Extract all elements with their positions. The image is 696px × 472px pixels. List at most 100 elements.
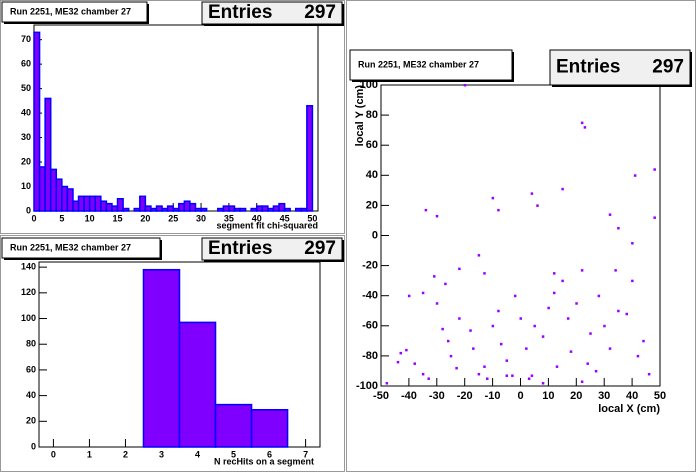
x-tick-label: -50 <box>373 390 389 402</box>
stats-label: Entries <box>208 238 272 259</box>
x-axis-label: local X (cm) <box>598 403 660 415</box>
point <box>561 279 564 283</box>
x-tick-label: 50 <box>654 390 666 402</box>
x-tick-label: 10 <box>85 213 95 223</box>
point <box>449 354 453 358</box>
point <box>580 380 584 383</box>
y-tick-label: -80 <box>362 350 378 362</box>
point <box>525 347 528 350</box>
point <box>396 360 400 364</box>
point <box>586 362 589 365</box>
x-tick-label: 0 <box>51 449 56 459</box>
point <box>435 214 439 218</box>
x-tick-label: 5 <box>231 449 236 459</box>
point <box>530 374 534 377</box>
bar <box>189 202 197 212</box>
bar <box>194 207 202 212</box>
point <box>583 126 587 129</box>
point <box>458 317 461 320</box>
point <box>491 196 495 200</box>
point <box>385 381 389 385</box>
stats-value: 297 <box>304 238 336 259</box>
x-tick-label: 40 <box>252 213 262 223</box>
title-box <box>1 237 161 259</box>
bar <box>142 268 181 448</box>
point <box>580 121 584 125</box>
y-tick-label: 20 <box>366 199 378 211</box>
point <box>505 374 509 377</box>
y-tick-label: 120 <box>21 287 36 297</box>
point <box>566 317 570 320</box>
bar <box>222 205 230 212</box>
bar <box>55 178 63 212</box>
stats-value: 297 <box>304 2 336 23</box>
title: Run 2251, ME32 chamber 27 <box>10 242 131 252</box>
title: Run 2251, ME32 chamber 27 <box>10 6 131 16</box>
point <box>631 242 634 245</box>
x-tick-label: 0 <box>31 213 36 223</box>
bar <box>83 195 91 212</box>
y-tick-label: 140 <box>21 262 36 272</box>
point <box>499 342 503 346</box>
point <box>561 187 564 191</box>
y-tick-label: 0 <box>31 441 36 451</box>
x-tick-label: 25 <box>168 213 178 223</box>
bar <box>228 205 236 212</box>
x-tick-label: 5 <box>59 213 64 223</box>
point <box>421 291 425 295</box>
bar <box>278 202 286 212</box>
y-tick-label: -40 <box>362 290 378 302</box>
bar <box>239 207 247 212</box>
point <box>614 269 617 272</box>
stats-box <box>201 237 343 261</box>
point <box>491 324 495 328</box>
bar <box>66 188 74 212</box>
point <box>486 377 489 380</box>
bar <box>94 195 102 212</box>
point <box>441 327 444 331</box>
point <box>405 348 408 352</box>
bar <box>139 195 147 212</box>
title-box <box>349 49 513 81</box>
bar <box>178 202 186 212</box>
x-tick-label: 45 <box>280 213 290 223</box>
x-tick-label: -20 <box>457 390 473 402</box>
bar <box>183 200 191 212</box>
point <box>444 282 447 286</box>
y-tick-label: 40 <box>26 390 36 400</box>
bar <box>294 207 303 212</box>
point <box>435 302 439 305</box>
bar <box>300 207 308 212</box>
point <box>552 272 556 275</box>
x-tick-label: 6 <box>267 449 272 459</box>
point <box>642 339 645 343</box>
x-tick-label: 10 <box>542 390 554 402</box>
point <box>424 208 428 212</box>
bar <box>33 31 41 212</box>
x-tick-label: 20 <box>570 390 582 402</box>
x-tick-label: 35 <box>224 213 234 223</box>
bar <box>150 207 158 212</box>
point <box>511 374 514 377</box>
point <box>399 351 403 355</box>
point <box>608 347 612 350</box>
point <box>608 213 612 216</box>
bar <box>166 205 174 212</box>
point <box>483 272 486 275</box>
point <box>505 359 509 362</box>
point <box>433 275 436 278</box>
point <box>541 335 545 338</box>
stats-label: Entries <box>556 57 620 78</box>
bar <box>161 207 169 212</box>
y-tick-label: 100 <box>21 313 36 323</box>
point <box>469 329 472 332</box>
x-tick-label: 15 <box>113 213 123 223</box>
point <box>455 366 458 370</box>
bar <box>88 195 97 212</box>
bar <box>255 205 264 212</box>
frame <box>33 24 319 212</box>
point <box>533 324 536 328</box>
title: Run 2251, ME32 chamber 27 <box>358 59 479 69</box>
bar <box>172 207 180 212</box>
y-tick-label: -60 <box>362 320 378 332</box>
